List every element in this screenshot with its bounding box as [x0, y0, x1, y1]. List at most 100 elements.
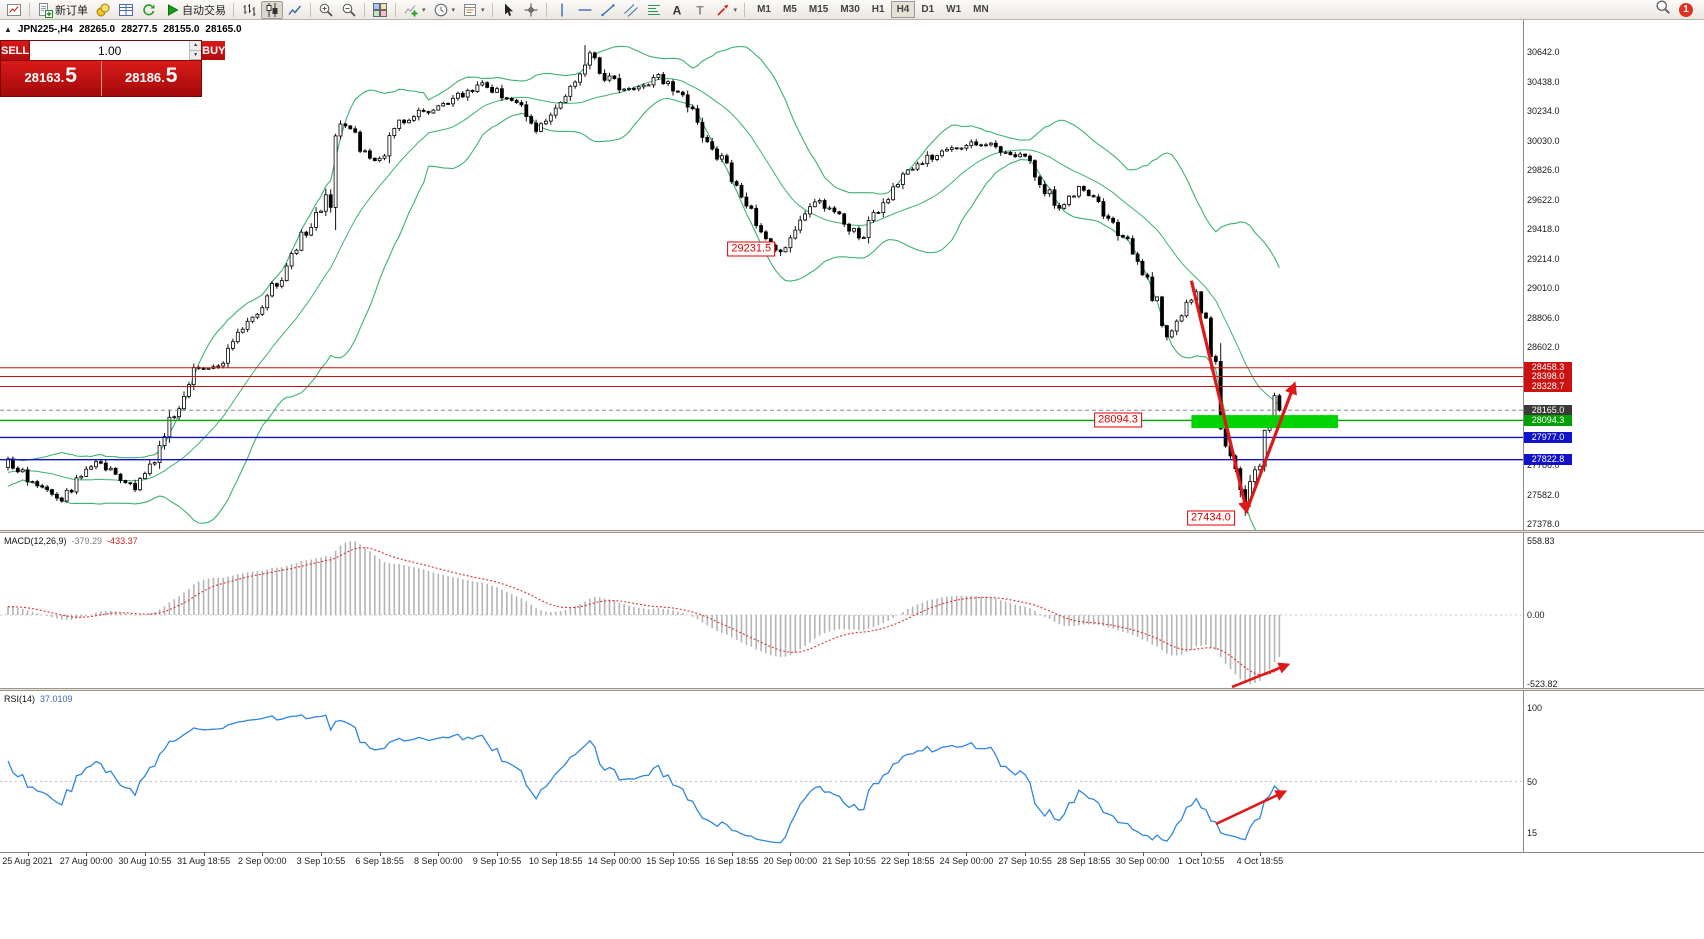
- toolbar-button-equidistant-channel[interactable]: [620, 1, 642, 19]
- toolbar-button-crosshair[interactable]: [520, 1, 542, 19]
- toolbar-separator: [395, 2, 396, 17]
- toolbar-button-candlestick-chart[interactable]: [261, 0, 283, 19]
- toolbar-button-vertical-line[interactable]: [551, 1, 573, 19]
- one-click-collapse-icon[interactable]: ▲: [4, 25, 12, 34]
- time-axis-tick: [614, 852, 616, 856]
- zoom-out-icon: [341, 2, 357, 18]
- toolbar-button-arrows[interactable]: ▾: [712, 1, 741, 19]
- time-axis-tick: [1201, 852, 1203, 856]
- time-axis-tick: [673, 852, 674, 856]
- time-axis-tick: [731, 852, 733, 856]
- toolbar-button-tile-windows[interactable]: [369, 1, 391, 19]
- sell-price[interactable]: 28163. 5: [1, 61, 101, 96]
- toolbar-button-chart-window[interactable]: [115, 1, 137, 19]
- rsi-axis-label: 15: [1527, 827, 1538, 838]
- main-chart-canvas[interactable]: [0, 20, 1523, 530]
- price-tag: 28328.7: [1524, 381, 1572, 393]
- toolbar-button-text[interactable]: A: [666, 1, 688, 19]
- timeframe-button-mn[interactable]: MN: [967, 1, 995, 18]
- buy-price[interactable]: 28186. 5: [100, 61, 201, 96]
- macd-panel-canvas[interactable]: [0, 533, 1523, 688]
- price-annotation[interactable]: 28094.3: [1094, 412, 1142, 428]
- horizontal-line-icon: [577, 2, 593, 18]
- cursor-icon: [500, 2, 516, 18]
- chart-window-icon: [118, 2, 134, 18]
- toolbar-separator: [545, 2, 547, 17]
- rsi-panel-canvas[interactable]: [0, 691, 1523, 852]
- search-icon[interactable]: [1655, 0, 1671, 20]
- price-axis-label: 29418.0: [1527, 224, 1560, 234]
- toolbar-button-zoom-in[interactable]: [315, 1, 337, 19]
- dropdown-caret-icon: ▾: [481, 6, 485, 14]
- timeframe-button-h4[interactable]: H4: [890, 1, 916, 18]
- svg-text:T: T: [696, 3, 704, 17]
- volume-down-button[interactable]: ▼: [190, 50, 202, 60]
- toolbar-button-text-label[interactable]: T: [689, 1, 711, 19]
- toolbar-right: 1: [1655, 0, 1701, 20]
- timeframe-button-w1[interactable]: W1: [940, 1, 967, 18]
- time-axis-label: 30 Aug 10:55: [118, 856, 172, 866]
- templates-icon: [462, 2, 478, 18]
- sell-button[interactable]: SELL: [1, 41, 30, 60]
- toolbar-button-cursor[interactable]: [497, 1, 519, 19]
- svg-text:A: A: [672, 3, 681, 17]
- ohlc-high: 28277.5: [121, 24, 158, 35]
- toolbar-separator: [310, 2, 311, 17]
- ohlc-low: 28155.0: [163, 24, 200, 35]
- toolbar-button-new-order[interactable]: 新订单: [34, 1, 91, 19]
- panel-splitter[interactable]: [0, 688, 1704, 691]
- time-axis-tick: [86, 852, 88, 856]
- toolbar-button-bar-chart[interactable]: [238, 1, 260, 19]
- panel-splitter[interactable]: [0, 530, 1704, 533]
- rsi-label: RSI(14) 37.0109: [4, 694, 73, 704]
- text-label-icon: T: [692, 2, 708, 18]
- toolbar-button-market-watch[interactable]: [92, 1, 114, 19]
- toolbar-button-autotrading[interactable]: 自动交易: [161, 1, 229, 19]
- refresh-icon: [141, 2, 157, 18]
- toolbar-button-indicators[interactable]: ▾: [400, 1, 429, 19]
- timeframe-button-m1[interactable]: M1: [751, 1, 777, 18]
- price-axis-label: 28602.0: [1527, 342, 1560, 352]
- price-annotation[interactable]: 27434.0: [1187, 510, 1235, 526]
- toolbar-button-refresh[interactable]: [138, 1, 160, 19]
- macd-main-value: -379.29: [71, 536, 103, 546]
- toolbar-button-periods[interactable]: ▾: [430, 1, 459, 19]
- timeframe-button-m15[interactable]: M15: [803, 1, 834, 18]
- time-axis-tick: [438, 852, 440, 856]
- toolbar-button-new-chart[interactable]: [3, 1, 25, 19]
- price-tag: 28458.3: [1524, 362, 1572, 374]
- timeframe-button-m30[interactable]: M30: [834, 1, 865, 18]
- time-axis-label: 4 Oct 18:55: [1236, 856, 1284, 866]
- price-axis-label: 27378.0: [1527, 519, 1560, 530]
- arrows-icon: [715, 2, 731, 18]
- rsi-axis-label: 50: [1527, 776, 1538, 787]
- toolbar-button-horizontal-line[interactable]: [574, 1, 596, 19]
- price-main-digits: 28186.: [125, 70, 165, 85]
- toolbar-button-line-chart[interactable]: [284, 1, 306, 19]
- price-axis-label: 29622.0: [1527, 194, 1560, 205]
- toolbar-button-trendline[interactable]: [597, 1, 619, 19]
- bar-chart-icon: [241, 2, 257, 18]
- periods-icon: [433, 2, 449, 18]
- timeframe-button-h1[interactable]: H1: [866, 1, 891, 18]
- toolbar-separator: [744, 2, 746, 17]
- trendline-icon: [600, 2, 616, 18]
- toolbar-button-templates[interactable]: ▾: [459, 1, 488, 19]
- timeframe-button-m5[interactable]: M5: [777, 1, 803, 18]
- time-axis-border: [0, 852, 1704, 853]
- price-annotation[interactable]: 29231.5: [727, 241, 776, 257]
- macd-axis-label: 0.00: [1527, 610, 1545, 620]
- toolbar-button-fibonacci[interactable]: [643, 1, 665, 19]
- price-axis-border: [1523, 20, 1524, 852]
- volume-up-button[interactable]: ▲: [190, 41, 202, 51]
- notification-badge[interactable]: 1: [1679, 2, 1693, 17]
- macd-axis-label: -523.82: [1527, 679, 1558, 690]
- timeframe-button-d1[interactable]: D1: [915, 1, 940, 18]
- volume-input[interactable]: [30, 41, 190, 60]
- toolbar-label-autotrading: 自动交易: [182, 4, 226, 17]
- time-axis-label: 20 Sep 00:00: [763, 856, 818, 866]
- toolbar-button-zoom-out[interactable]: [338, 1, 360, 19]
- ohlc-close: 28165.0: [205, 24, 242, 35]
- buy-button[interactable]: BUY: [202, 41, 226, 60]
